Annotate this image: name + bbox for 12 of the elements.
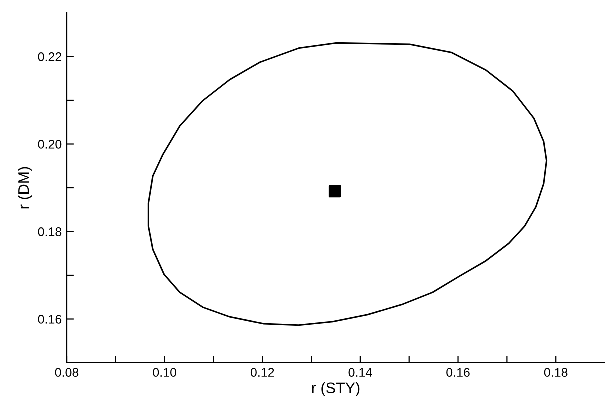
x-axis-title: r (STY) <box>312 382 360 397</box>
x-tick-label: 0.16 <box>446 368 470 378</box>
y-tick-label: 0.16 <box>38 315 62 324</box>
x-tick-label: 0.10 <box>153 368 176 378</box>
x-tick-label: 0.08 <box>55 368 79 378</box>
y-tick-label: 0.18 <box>38 228 62 236</box>
y-tick-label: 0.22 <box>38 52 62 62</box>
y-axis-title: r (DM) <box>18 167 32 209</box>
x-tick-label: 0.18 <box>544 368 568 378</box>
x-tick-label: 0.12 <box>250 368 274 378</box>
x-tick-label: 0.14 <box>348 368 372 378</box>
y-tick-label: 0.20 <box>38 140 62 149</box>
